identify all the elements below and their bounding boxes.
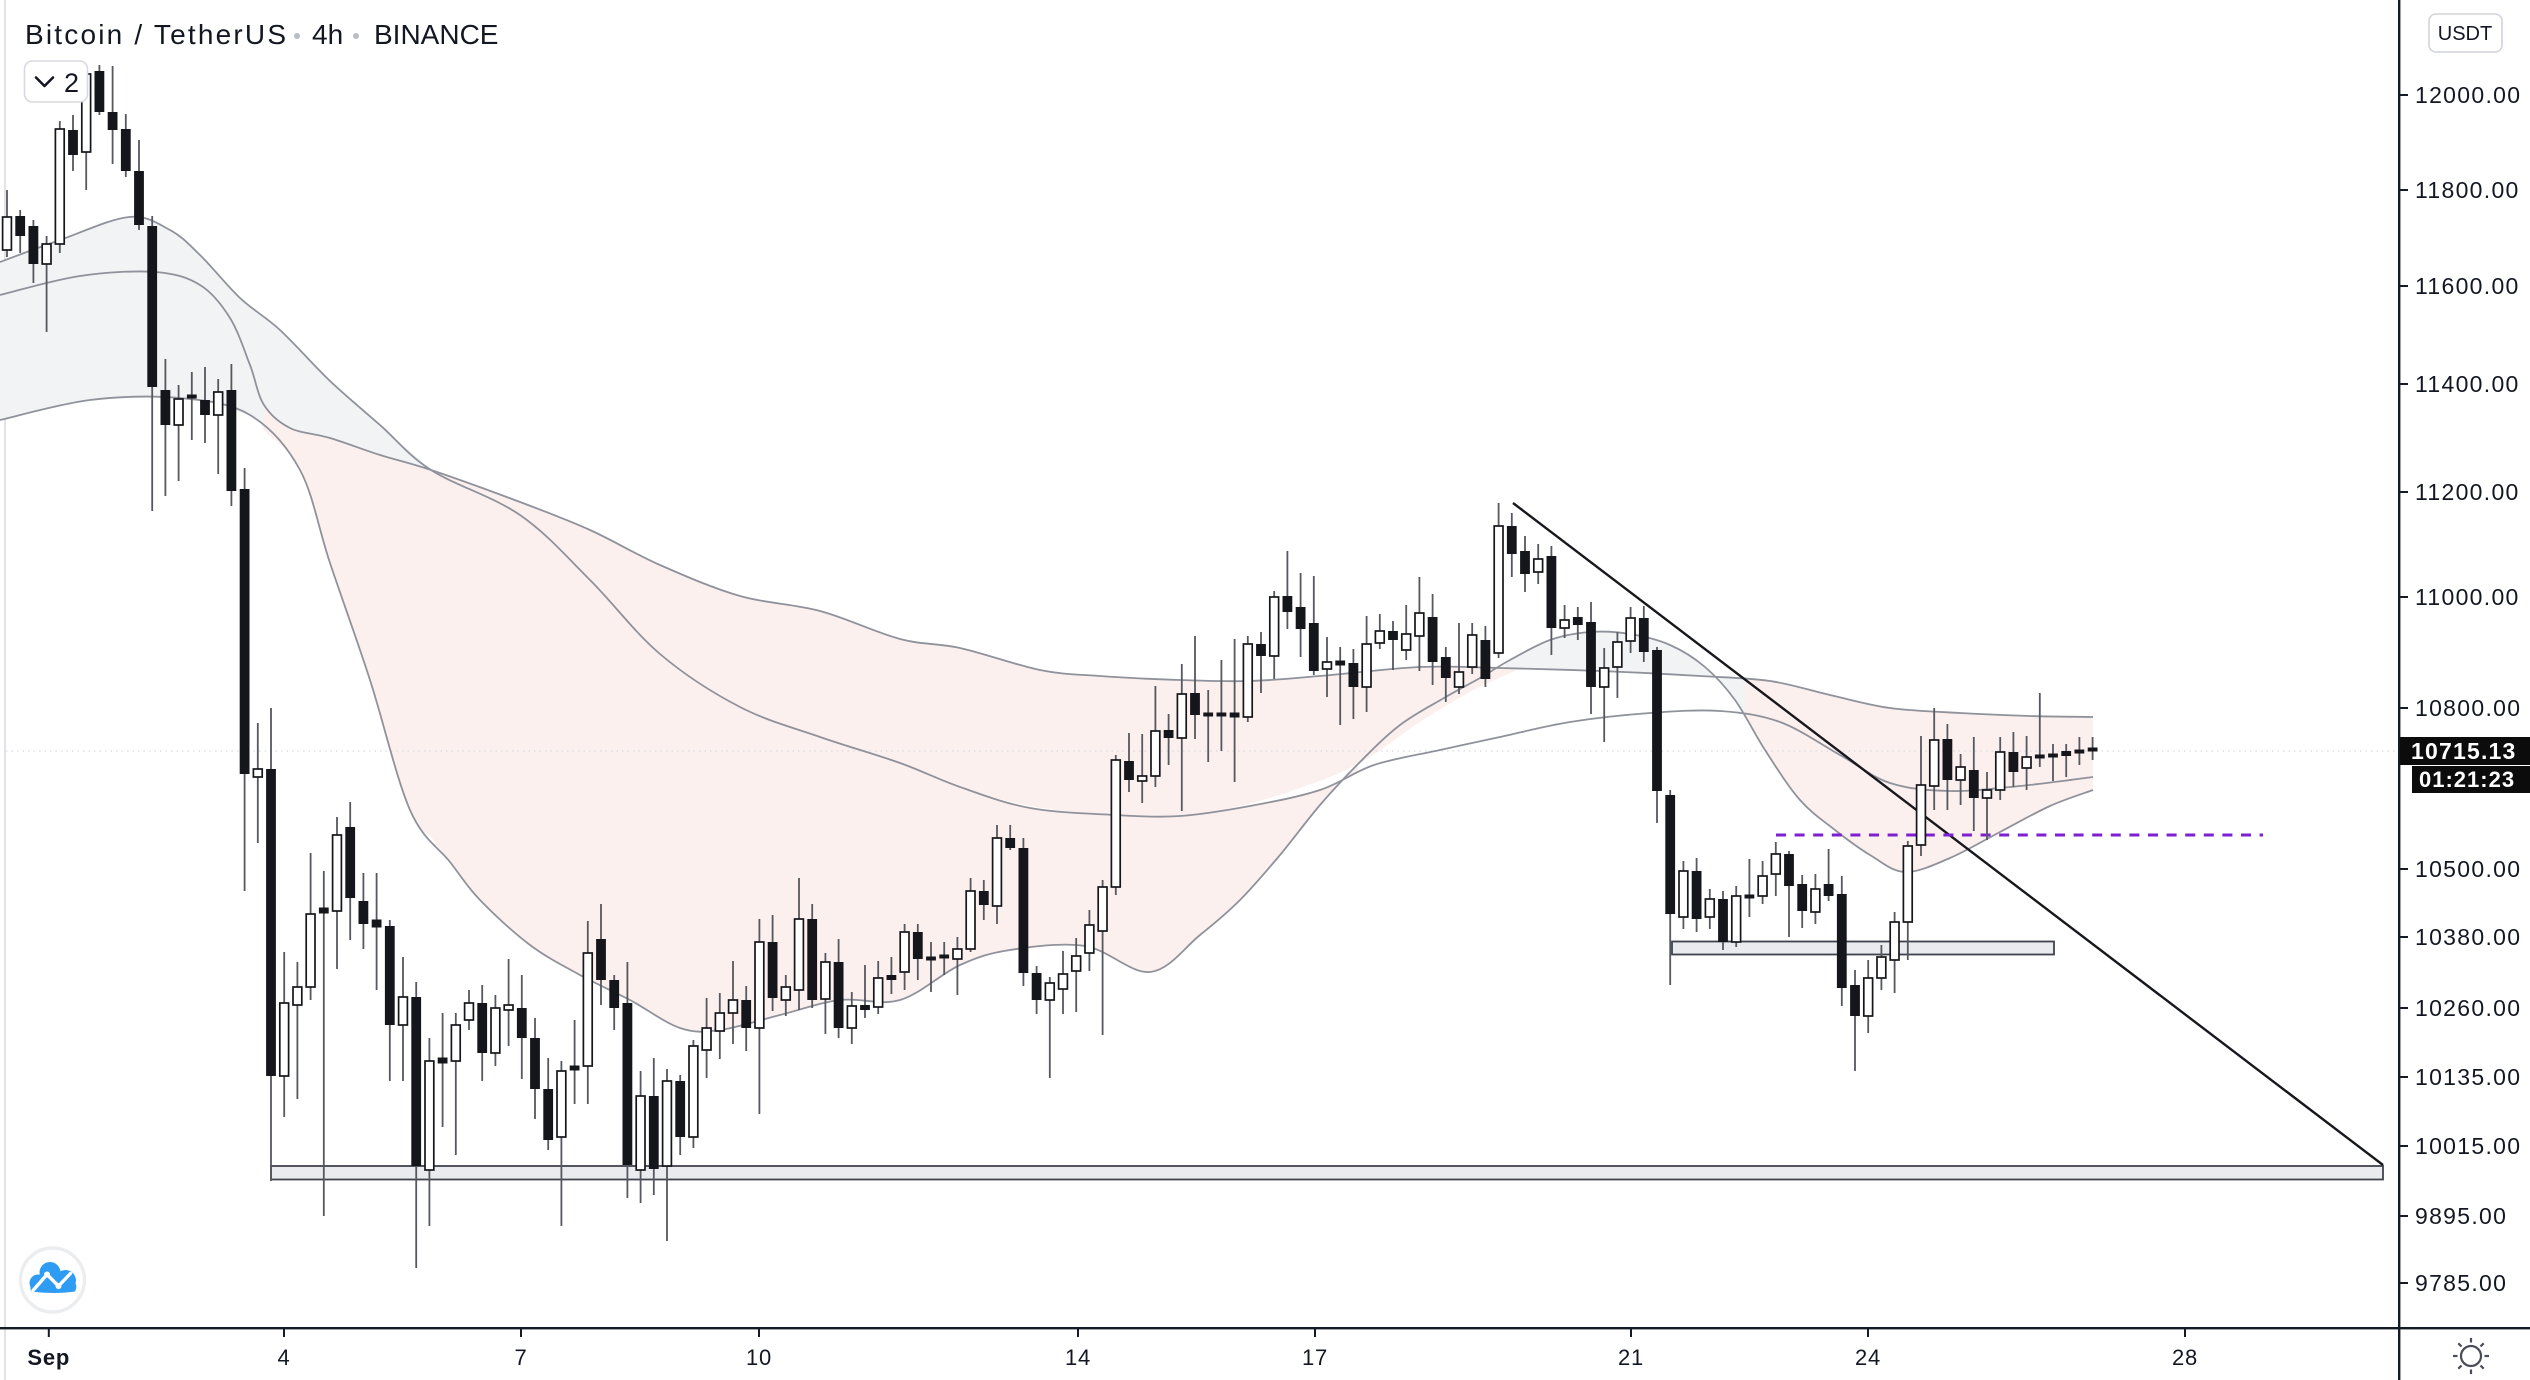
svg-text:11600.00: 11600.00 xyxy=(2415,273,2520,299)
svg-text:4h: 4h xyxy=(312,19,343,50)
svg-text:2: 2 xyxy=(64,68,79,98)
svg-text:21: 21 xyxy=(1618,1345,1644,1370)
svg-text:11200.00: 11200.00 xyxy=(2415,479,2520,505)
svg-text:9785.00: 9785.00 xyxy=(2415,1270,2507,1296)
svg-text:10800.00: 10800.00 xyxy=(2415,695,2521,721)
svg-text:10135.00: 10135.00 xyxy=(2415,1064,2521,1090)
svg-text:14: 14 xyxy=(1065,1345,1091,1370)
svg-text:10: 10 xyxy=(746,1345,772,1370)
svg-text:BINANCE: BINANCE xyxy=(374,19,498,50)
svg-text:Bitcoin / TetherUS: Bitcoin / TetherUS xyxy=(25,19,288,50)
svg-text:7: 7 xyxy=(514,1345,527,1370)
svg-text:10260.00: 10260.00 xyxy=(2415,995,2521,1021)
svg-text:24: 24 xyxy=(1855,1345,1881,1370)
svg-text:9895.00: 9895.00 xyxy=(2415,1203,2507,1229)
svg-text:10380.00: 10380.00 xyxy=(2415,924,2521,950)
svg-text:01:21:23: 01:21:23 xyxy=(2419,767,2515,792)
svg-text:12000.00: 12000.00 xyxy=(2415,82,2521,108)
svg-text:Sep: Sep xyxy=(27,1345,70,1370)
svg-text:10715.13: 10715.13 xyxy=(2411,738,2517,764)
svg-text:10015.00: 10015.00 xyxy=(2415,1133,2521,1159)
svg-text:10500.00: 10500.00 xyxy=(2415,856,2521,882)
svg-text:USDT: USDT xyxy=(2438,23,2492,45)
svg-text:11800.00: 11800.00 xyxy=(2415,177,2520,203)
svg-text:11000.00: 11000.00 xyxy=(2415,584,2520,610)
svg-text:28: 28 xyxy=(2172,1345,2198,1370)
svg-text:11400.00: 11400.00 xyxy=(2415,371,2520,397)
svg-text:4: 4 xyxy=(277,1345,290,1370)
svg-text:17: 17 xyxy=(1302,1345,1328,1370)
